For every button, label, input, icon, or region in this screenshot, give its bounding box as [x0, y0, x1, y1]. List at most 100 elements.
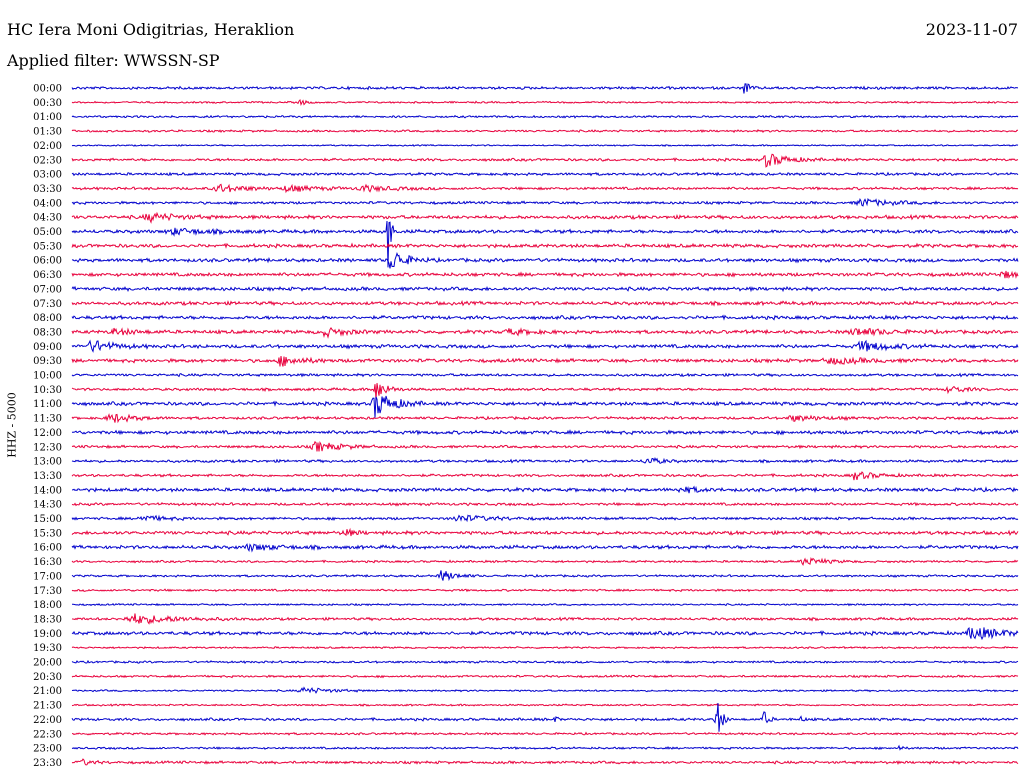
trace-row-0600	[71, 252, 1019, 269]
row-time-label: 22:00	[33, 715, 62, 726]
trace-row-0030	[71, 98, 1019, 107]
row-time-label: 16:00	[33, 543, 62, 554]
row-time-label: 05:30	[33, 241, 62, 252]
trace-row-2030	[71, 674, 1019, 679]
trace-row-1300	[71, 457, 1019, 464]
row-time-label: 15:30	[33, 528, 62, 539]
row-time-label: 02:30	[33, 155, 62, 166]
trace-row-1330	[71, 471, 1019, 481]
row-time-label: 18:00	[33, 600, 62, 611]
row-time-label: 06:30	[33, 270, 62, 281]
trace-row-0330	[71, 183, 1019, 194]
trace-row-0930	[71, 356, 1019, 367]
filter-label: Applied filter: WWSSN-SP	[7, 51, 220, 70]
trace-row-2300	[71, 744, 1019, 751]
row-time-label: 01:00	[33, 112, 62, 123]
row-time-label: 17:00	[33, 571, 62, 582]
row-time-label: 04:30	[33, 213, 62, 224]
row-time-label: 00:00	[33, 84, 62, 95]
row-time-label: 11:30	[33, 414, 62, 425]
row-time-label: 06:00	[33, 256, 62, 267]
row-time-label: 18:30	[33, 614, 62, 625]
trace-row-0300	[71, 171, 1019, 177]
row-time-label: 07:00	[33, 284, 62, 295]
trace-row-1530	[71, 527, 1019, 537]
row-time-label: 21:00	[33, 686, 62, 697]
trace-row-2330	[71, 758, 1019, 766]
row-time-label: 15:00	[33, 514, 62, 525]
trace-row-0130	[71, 129, 1018, 134]
trace-row-0430	[71, 211, 1019, 224]
row-time-label: 17:30	[33, 586, 62, 597]
trace-row-1230	[71, 440, 1019, 452]
trace-row-0400	[71, 197, 1019, 207]
row-time-label: 01:30	[33, 127, 62, 138]
row-time-label: 23:00	[33, 744, 62, 755]
trace-row-0900	[71, 339, 1019, 353]
trace-row-1630	[71, 556, 1019, 567]
row-time-label: 05:00	[33, 227, 62, 238]
row-time-label: 04:00	[33, 198, 62, 209]
row-time-label: 09:00	[33, 342, 62, 353]
trace-row-1030	[71, 383, 1019, 400]
row-time-label: 21:30	[33, 701, 62, 712]
trace-row-0100	[71, 114, 1019, 119]
row-time-label: 13:00	[33, 457, 62, 468]
trace-row-1900	[71, 627, 1019, 641]
date-label: 2023-11-07	[925, 20, 1018, 39]
trace-row-1930	[71, 645, 1019, 650]
trace-row-2130	[71, 703, 1019, 707]
row-time-label: 23:30	[33, 758, 62, 769]
row-time-label: 14:30	[33, 500, 62, 511]
row-time-label: 20:30	[33, 672, 62, 683]
row-time-label: 16:30	[33, 557, 62, 568]
row-time-label: 03:30	[33, 184, 62, 195]
row-time-label: 19:00	[33, 629, 62, 640]
trace-row-0830	[71, 326, 1019, 339]
trace-row-1500	[71, 514, 1019, 523]
trace-row-0630	[71, 270, 1019, 279]
trace-row-1800	[72, 602, 1019, 607]
trace-row-0700	[71, 285, 1019, 293]
trace-row-1430	[71, 501, 1019, 507]
trace-row-1400	[72, 485, 1019, 494]
row-time-label: 03:00	[33, 170, 62, 181]
row-time-label: 00:30	[33, 98, 62, 109]
trace-row-2100	[71, 686, 1019, 694]
trace-row-2230	[72, 731, 1019, 736]
trace-row-0200	[71, 143, 1019, 147]
trace-row-1000	[71, 372, 1019, 378]
row-time-label: 19:30	[33, 643, 62, 654]
trace-row-1700	[71, 570, 1019, 582]
trace-row-0730	[71, 300, 1019, 307]
trace-row-1100	[71, 395, 1019, 418]
trace-row-1200	[71, 429, 1019, 436]
row-time-label: 08:30	[33, 327, 62, 338]
row-time-label: 12:00	[33, 428, 62, 439]
trace-row-0800	[71, 314, 1019, 321]
row-time-label: 10:00	[33, 371, 62, 382]
trace-row-1830	[71, 613, 1019, 625]
row-time-label: 10:30	[33, 385, 62, 396]
station-title: HC Iera Moni Odigitrias, Heraklion	[7, 20, 295, 39]
row-time-label: 20:00	[33, 658, 62, 669]
trace-row-1730	[71, 588, 1019, 593]
row-time-label: 13:30	[33, 471, 62, 482]
row-time-label: 22:30	[33, 729, 62, 740]
trace-row-1130	[71, 413, 1019, 424]
trace-row-0230	[71, 153, 1019, 168]
trace-row-1600	[71, 543, 1019, 553]
row-time-label: 11:00	[33, 399, 62, 410]
row-time-label: 09:30	[33, 356, 62, 367]
row-time-label: 02:00	[33, 141, 62, 152]
trace-row-0500	[71, 220, 1019, 268]
row-time-label: 07:30	[33, 299, 62, 310]
trace-row-2000	[71, 659, 1019, 664]
row-time-label: 14:00	[33, 485, 62, 496]
trace-row-2200	[71, 703, 1019, 732]
row-time-label: 08:00	[33, 313, 62, 324]
trace-row-0530	[71, 242, 1019, 249]
row-time-label: 12:30	[33, 442, 62, 453]
trace-row-0000	[71, 83, 1019, 94]
